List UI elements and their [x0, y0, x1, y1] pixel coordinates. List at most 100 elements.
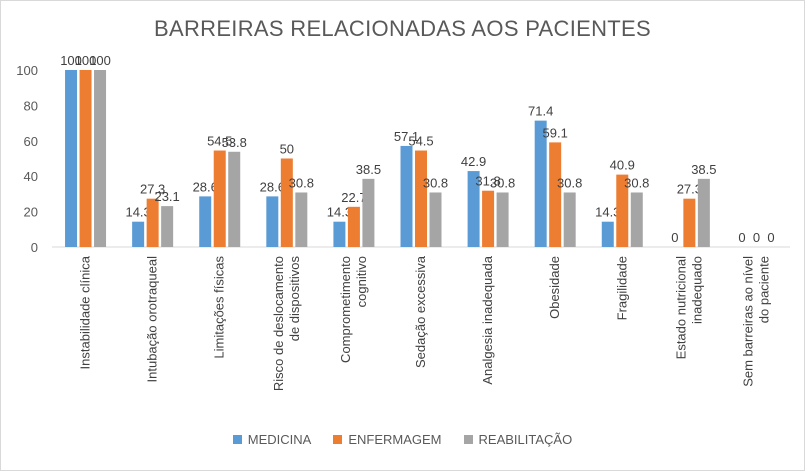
category-label-line: Sedação excessiva	[413, 255, 428, 368]
x-category-label: Sem barreiras ao níveldo paciente	[740, 256, 771, 387]
legend-swatch	[333, 435, 343, 444]
data-label: 22.7	[341, 190, 366, 205]
data-label: 0	[767, 230, 774, 245]
data-label: 30.8	[490, 175, 515, 190]
y-tick-label: 20	[24, 205, 38, 220]
data-label: 14.3	[327, 205, 352, 220]
bar	[79, 70, 92, 247]
y-tick-label: 0	[31, 240, 38, 255]
bar	[146, 198, 159, 247]
legend-item: ENFERMAGEM	[333, 432, 442, 447]
data-label: 30.8	[423, 175, 448, 190]
x-category-label: Sedação excessiva	[413, 255, 428, 368]
data-label: 14.3	[595, 205, 620, 220]
y-tick-label: 60	[24, 134, 38, 149]
category-label-line: Limitações físicas	[212, 256, 227, 359]
legend-label: MEDICINA	[247, 432, 312, 447]
data-label: 30.8	[624, 175, 649, 190]
legend-swatch	[463, 435, 473, 444]
bar	[697, 178, 710, 247]
x-category-label: Estado nutricionalinadequado	[673, 256, 704, 359]
data-label: 30.8	[289, 175, 314, 190]
bar	[362, 178, 375, 247]
chart-title: BARREIRAS RELACIONADAS AOS PACIENTES	[154, 16, 651, 41]
data-label: 31.8	[475, 174, 500, 189]
category-label-line: Estado nutricional	[673, 256, 688, 359]
category-label-line: cognitivo	[354, 256, 369, 307]
data-label: 0	[671, 230, 678, 245]
category-label-line: Fragilidade	[614, 256, 629, 320]
bar	[65, 70, 78, 247]
legend: MEDICINA ENFERMAGEM REABILITAÇÃO	[0, 432, 805, 447]
x-category-label: Obesidade	[547, 256, 562, 319]
bar	[161, 206, 174, 247]
data-label: 100	[75, 53, 97, 68]
category-label-line: Analgesia inadequada	[480, 255, 495, 384]
bar	[482, 190, 495, 247]
data-label: 14.3	[125, 205, 150, 220]
data-label: 54.5	[207, 134, 232, 149]
data-label: 54.5	[408, 134, 433, 149]
y-tick-label: 40	[24, 169, 38, 184]
legend-label: ENFERMAGEM	[348, 432, 442, 447]
bar	[280, 158, 293, 247]
bar	[601, 221, 614, 247]
x-category-label: Comprometimentocognitivo	[338, 256, 369, 363]
data-label: 57.1	[394, 129, 419, 144]
data-label: 59.1	[543, 125, 568, 140]
data-label: 0	[738, 230, 745, 245]
data-label: 38.5	[691, 162, 716, 177]
bar	[94, 70, 107, 247]
bar	[683, 198, 696, 247]
x-category-label: Risco de deslocamentode dispositivos	[271, 256, 302, 392]
bar	[333, 221, 346, 247]
category-label-line: Comprometimento	[338, 256, 353, 363]
data-label: 28.6	[260, 179, 285, 194]
bar	[213, 150, 226, 247]
data-label: 23.1	[154, 189, 179, 204]
bar	[295, 192, 308, 247]
category-label-line: Instabilidade clínica	[78, 255, 93, 369]
bar	[400, 145, 413, 247]
legend-swatch	[232, 435, 242, 444]
data-label: 53.8	[222, 135, 247, 150]
x-category-label: Analgesia inadequada	[480, 255, 495, 384]
bar	[563, 192, 576, 247]
bar	[630, 192, 643, 247]
y-tick-label: 80	[24, 98, 38, 113]
bar	[429, 192, 442, 247]
bar	[415, 150, 427, 247]
category-label-line: inadequado	[689, 256, 704, 324]
bar	[199, 196, 212, 247]
legend-label: REABILITAÇÃO	[478, 432, 573, 447]
bar	[266, 196, 279, 247]
bar	[347, 206, 360, 247]
category-label-line: Risco de deslocamento	[271, 256, 286, 391]
bar	[534, 120, 547, 247]
data-label: 100	[60, 53, 82, 68]
bar	[616, 174, 629, 247]
category-label-line: Obesidade	[547, 256, 562, 319]
bar	[132, 221, 145, 247]
data-label: 30.8	[557, 175, 582, 190]
bar	[496, 192, 509, 247]
legend-item: MEDICINA	[232, 432, 312, 447]
data-label: 28.6	[193, 179, 218, 194]
category-label-line: de dispositivos	[287, 256, 302, 342]
data-label: 50	[280, 142, 294, 157]
category-label-line: do paciente	[756, 256, 771, 323]
bar	[549, 142, 562, 247]
x-category-label: Intubação orotraqueal	[145, 256, 160, 383]
data-label: 0	[753, 230, 760, 245]
bar	[467, 171, 480, 247]
category-label-line: Intubação orotraqueal	[145, 256, 160, 383]
bar	[228, 151, 241, 247]
category-label-line: Sem barreiras ao nível	[740, 256, 755, 387]
data-label: 27.3	[140, 182, 165, 197]
data-label: 40.9	[610, 158, 635, 173]
data-label: 27.3	[677, 182, 702, 197]
data-label: 100	[89, 53, 111, 68]
data-label: 38.5	[356, 162, 381, 177]
